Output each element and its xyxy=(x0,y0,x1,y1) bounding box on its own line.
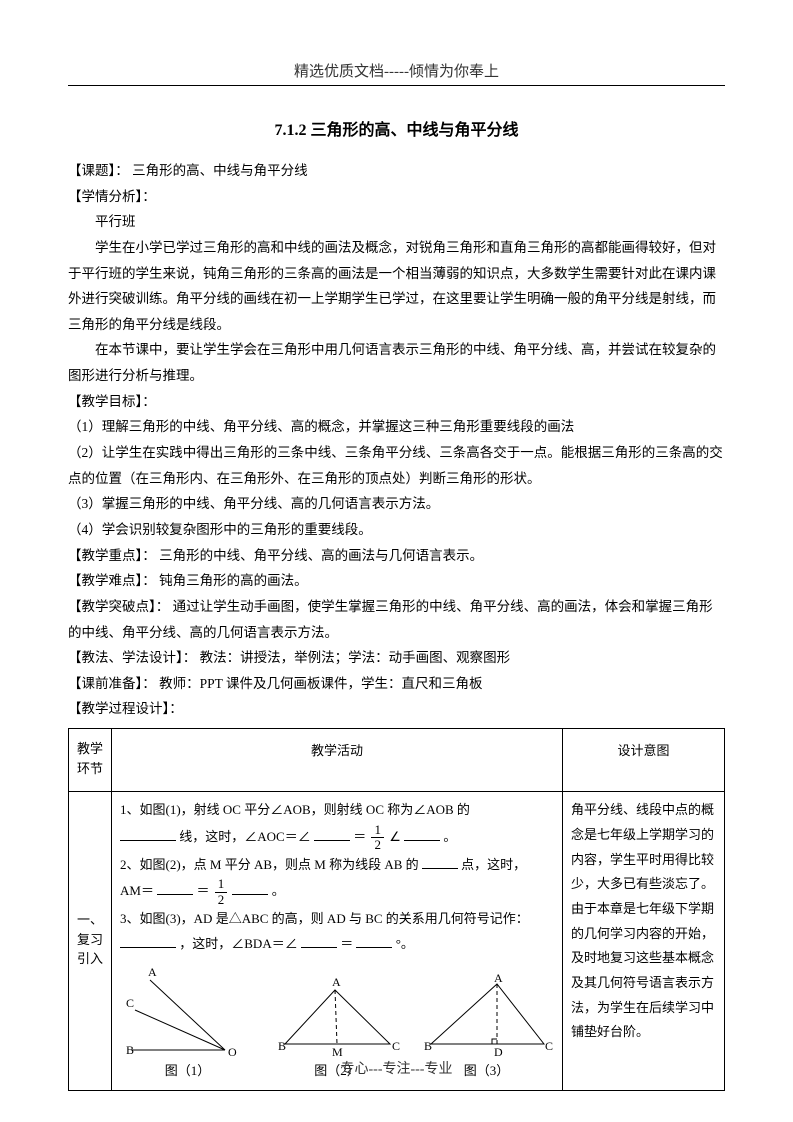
blank xyxy=(120,828,176,841)
midpoint-diagram: A B M C xyxy=(270,972,405,1057)
q3-text-a: 3、如图(3)，AD 是△ABC 的高，则 AD 与 BC 的关系用几何符号记作… xyxy=(120,911,529,926)
q1-text-b: 线，这时，∠AOC＝∠ xyxy=(179,829,310,844)
blank xyxy=(422,856,458,869)
goal-3: （3）掌握三角形的中线、角平分线、高的几何语言表示方法。 xyxy=(68,491,725,517)
goal-4: （4）学会识别较复杂图形中的三角形的重要线段。 xyxy=(68,517,725,543)
q1-text-c: ＝ xyxy=(353,829,366,844)
altitude-diagram: A B D C xyxy=(419,972,554,1057)
blank xyxy=(314,828,350,841)
diff-line: 【教学难点】： 钝角三角形的高的画法。 xyxy=(68,568,725,594)
q1-text-d: ∠ xyxy=(389,829,401,844)
table-header-row: 教学环节 教学活动 设计意图 xyxy=(69,729,725,792)
label-b: B xyxy=(424,1039,432,1053)
topic-line: 【课题】： 三角形的高、中线与角平分线 xyxy=(68,158,725,184)
topic-label: 【课题】： xyxy=(68,163,129,178)
label-d: D xyxy=(494,1045,503,1057)
analysis-para1: 学生在小学已学过三角形的高和中线的画法及概念，对锐角三角形和直角三角形的高都能画… xyxy=(68,235,725,338)
label-a: A xyxy=(494,972,503,985)
prep-text: 教师：PPT 课件及几何画板课件，学生：直尺和三角板 xyxy=(159,676,482,691)
blank xyxy=(404,828,440,841)
diff-text: 钝角三角形的高的画法。 xyxy=(159,573,308,588)
label-c: C xyxy=(392,1039,400,1053)
goal-1: （1）理解三角形的中线、角平分线、高的概念，并掌握这三种三角形重要线段的画法 xyxy=(68,414,725,440)
q1-line2: 线，这时，∠AOC＝∠ ＝ 12 ∠ 。 xyxy=(120,823,554,853)
break-label: 【教学突破点】： xyxy=(68,599,169,614)
analysis-label: 【学情分析】： xyxy=(68,184,725,210)
analysis-para2: 在本节课中，要让学生学会在三角形中用几何语言表示三角形的中线、角平分线、高，并尝… xyxy=(68,337,725,388)
content-body: 【课题】： 三角形的高、中线与角平分线 【学情分析】： 平行班 学生在小学已学过… xyxy=(68,158,725,1091)
topic-text: 三角形的高、中线与角平分线 xyxy=(132,163,308,178)
angle-bisector-diagram: A C B O xyxy=(120,962,255,1057)
col-stage-header: 教学环节 xyxy=(69,729,112,792)
label-m: M xyxy=(332,1045,343,1057)
fraction-half: 12 xyxy=(215,877,228,907)
doc-header: 精选优质文档-----倾情为你奉上 xyxy=(68,60,725,86)
q2-text-c: AM＝ xyxy=(120,883,154,898)
label-b: B xyxy=(278,1039,286,1053)
q3-text-d: °。 xyxy=(396,936,414,951)
prep-line: 【课前准备】： 教师：PPT 课件及几何画板课件，学生：直尺和三角板 xyxy=(68,671,725,697)
blank xyxy=(120,935,176,948)
prep-label: 【课前准备】： xyxy=(68,676,156,691)
label-o: O xyxy=(228,1045,237,1057)
doc-title: 7.1.2 三角形的高、中线与角平分线 xyxy=(68,116,725,140)
q1-text-a: 1、如图(1)，射线 OC 平分∠AOB，则射线 OC 称为∠AOB 的 xyxy=(120,802,470,817)
q1: 1、如图(1)，射线 OC 平分∠AOB，则射线 OC 称为∠AOB 的 xyxy=(120,798,554,823)
blank xyxy=(356,935,392,948)
fraction-half: 12 xyxy=(371,823,384,853)
activity-cell: 1、如图(1)，射线 OC 平分∠AOB，则射线 OC 称为∠AOB 的 线，这… xyxy=(112,792,563,1091)
col-activity-header: 教学活动 xyxy=(112,729,563,792)
label-a: A xyxy=(148,965,157,979)
q3: 3、如图(3)，AD 是△ABC 的高，则 AD 与 BC 的关系用几何符号记作… xyxy=(120,907,554,956)
intent-cell: 角平分线、线段中点的概念是七年级上学期学习的内容，学生平时用得比较少，大多已有些… xyxy=(563,792,725,1091)
method-text: 教法：讲授法，举例法；学法：动手画图、观察图形 xyxy=(200,650,511,665)
diff-label: 【教学难点】： xyxy=(68,573,156,588)
doc-footer: 专心---专注---专业 xyxy=(0,1058,793,1078)
q3-text-c: ＝ xyxy=(340,936,353,951)
q1-text-e: 。 xyxy=(443,829,456,844)
q2-text-e: 。 xyxy=(272,883,285,898)
blank xyxy=(232,882,268,895)
method-label: 【教法、学法设计】： xyxy=(68,650,196,665)
table-row: 一、复习引入 1、如图(1)，射线 OC 平分∠AOB，则射线 OC 称为∠AO… xyxy=(69,792,725,1091)
stage-text: 一、复习引入 xyxy=(77,910,103,969)
lesson-table: 教学环节 教学活动 设计意图 一、复习引入 1、如图(1)，射线 OC 平分∠A… xyxy=(68,728,725,1091)
label-c: C xyxy=(545,1039,553,1053)
stage-cell: 一、复习引入 xyxy=(69,792,112,1091)
focus-line: 【教学重点】： 三角形的中线、角平分线、高的画法与几何语言表示。 xyxy=(68,543,725,569)
proc-label: 【教学过程设计】： xyxy=(68,696,725,722)
goal-2: （2）让学生在实践中得出三角形的三条中线、三条角平分线、三条高各交于一点。能根据… xyxy=(68,440,725,491)
label-b: B xyxy=(126,1043,134,1057)
method-line: 【教法、学法设计】： 教法：讲授法，举例法；学法：动手画图、观察图形 xyxy=(68,645,725,671)
q3-text-b: ，这时，∠BDA＝∠ xyxy=(179,936,297,951)
focus-label: 【教学重点】： xyxy=(68,548,156,563)
label-a: A xyxy=(332,975,341,989)
goals-label: 【教学目标】： xyxy=(68,389,725,415)
label-c: C xyxy=(126,996,134,1010)
focus-text: 三角形的中线、角平分线、高的画法与几何语言表示。 xyxy=(159,548,483,563)
q2-text-a: 2、如图(2)，点 M 平分 AB，则点 M 称为线段 AB 的 xyxy=(120,857,419,872)
col-intent-header: 设计意图 xyxy=(563,729,725,792)
break-line: 【教学突破点】： 通过让学生动手画图，使学生掌握三角形的中线、角平分线、高的画法… xyxy=(68,594,725,645)
class-type: 平行班 xyxy=(68,209,725,235)
blank xyxy=(301,935,337,948)
q2-text-d: ＝ xyxy=(196,883,209,898)
q2-text-b: 点，这时， xyxy=(461,857,526,872)
q2-line2: AM＝ ＝ 12 。 xyxy=(120,877,554,907)
blank xyxy=(157,882,193,895)
q2: 2、如图(2)，点 M 平分 AB，则点 M 称为线段 AB 的 点，这时， xyxy=(120,853,554,878)
